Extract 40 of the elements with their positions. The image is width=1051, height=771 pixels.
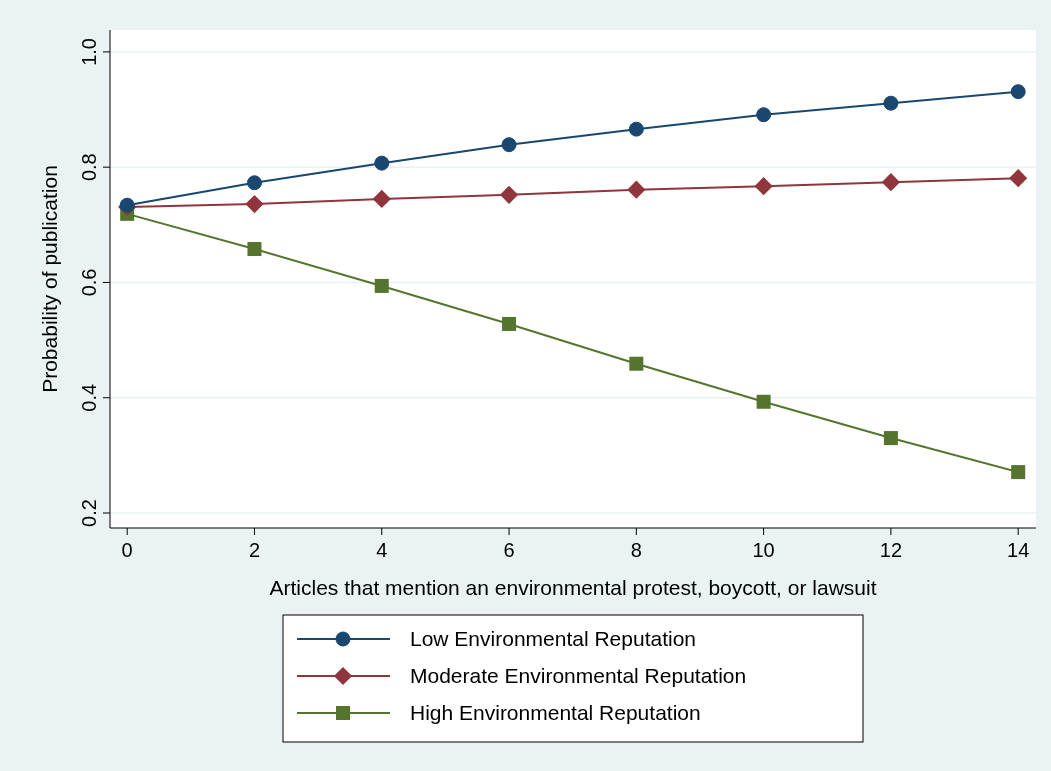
point xyxy=(756,394,771,409)
x-tick-label: 12 xyxy=(879,539,903,561)
point xyxy=(502,316,517,331)
y-tick-label: 0.8 xyxy=(78,153,100,182)
y-tick-label: 0.4 xyxy=(78,383,100,412)
point xyxy=(1011,465,1026,480)
point xyxy=(374,278,389,293)
y-tick-label: 0.2 xyxy=(78,499,100,527)
x-axis-title: Articles that mention an environmental protest, boycott, or lawsuit xyxy=(269,576,877,599)
point xyxy=(501,137,517,153)
y-tick-label: 1.0 xyxy=(78,38,100,66)
x-tick-label: 14 xyxy=(1007,539,1030,561)
point xyxy=(628,121,644,137)
point xyxy=(883,431,898,446)
point xyxy=(756,107,772,123)
point xyxy=(629,356,644,371)
point xyxy=(374,155,390,171)
legend-label: High Environmental Reputation xyxy=(410,701,701,724)
point xyxy=(499,185,519,204)
point xyxy=(883,95,899,111)
x-tick-label: 4 xyxy=(376,539,388,561)
legend-label: Low Environmental Reputation xyxy=(410,627,697,650)
point xyxy=(247,242,262,257)
x-tick-label: 10 xyxy=(752,539,775,561)
legend-label: Moderate Environmental Reputation xyxy=(410,664,747,687)
point xyxy=(372,189,391,208)
point xyxy=(754,177,773,196)
point xyxy=(1010,84,1026,100)
point xyxy=(119,197,135,213)
x-tick-label: 6 xyxy=(503,539,515,561)
point xyxy=(627,180,646,199)
x-tick-label: 0 xyxy=(121,539,133,561)
point xyxy=(245,194,264,214)
x-tick-label: 2 xyxy=(248,539,261,561)
y-axis-title: Probability of publication xyxy=(38,165,61,393)
y-tick-label: 0.6 xyxy=(78,268,100,297)
x-tick-label: 8 xyxy=(630,539,642,561)
point xyxy=(1009,169,1028,188)
point xyxy=(246,175,262,191)
point xyxy=(881,173,900,192)
